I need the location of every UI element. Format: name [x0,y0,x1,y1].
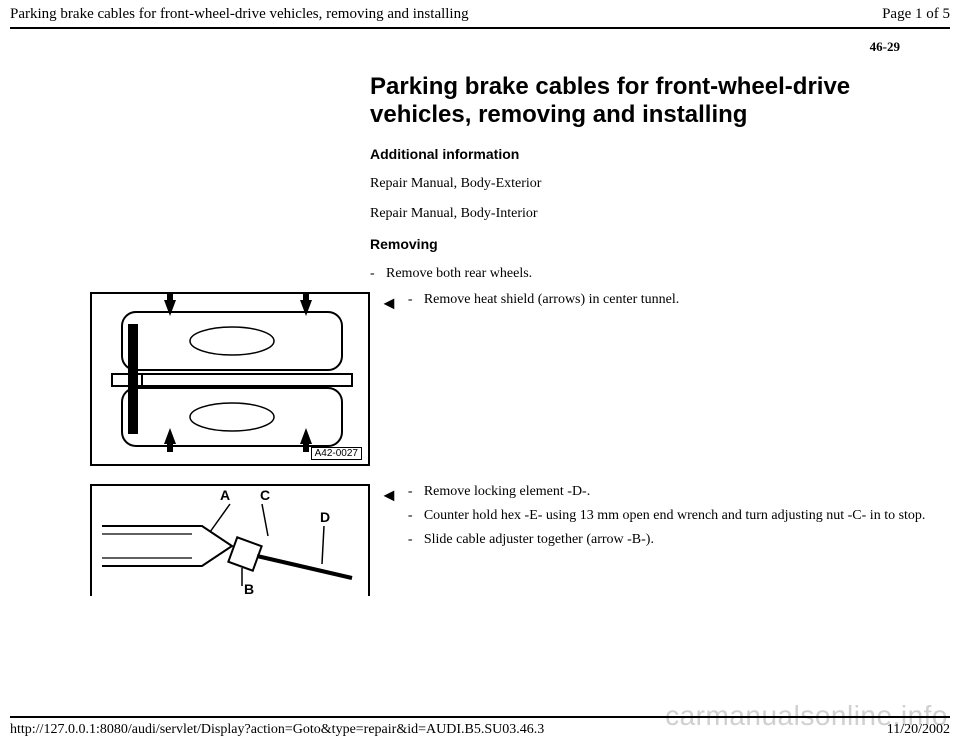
list-dash: - [370,266,386,282]
list-dash: - [408,532,424,548]
section-number: 46-29 [20,39,940,55]
footer-date: 11/20/2002 [887,722,950,738]
pointer-icon: ◄ [380,486,398,504]
subhead-removing: Removing [370,236,870,252]
step-slide-cable-adjuster: - Slide cable adjuster together (arrow -… [408,532,940,548]
figure-cable-adjuster: A C D B [90,484,370,596]
svg-text:D: D [320,509,330,525]
step-text: Remove both rear wheels. [386,266,870,282]
step-remove-wheels: - Remove both rear wheels. [370,266,870,282]
step-remove-locking-element: - Remove locking element -D-. [408,484,940,500]
figure-heat-shield: A42-0027 [90,292,370,466]
svg-text:B: B [244,581,254,596]
svg-text:C: C [260,487,270,503]
list-dash: - [408,508,424,524]
footer-url: http://127.0.0.1:8080/audi/servlet/Displ… [10,722,544,738]
step-text: Slide cable adjuster together (arrow -B-… [424,532,940,548]
ref-body-exterior: Repair Manual, Body-Exterior [370,176,870,192]
page-title: Parking brake cables for front-wheel-dri… [370,73,870,128]
doc-title: Parking brake cables for front-wheel-dri… [10,6,469,23]
ref-body-interior: Repair Manual, Body-Interior [370,206,870,222]
figure-label: A42-0027 [311,447,362,460]
pointer-icon: ◄ [380,294,398,312]
step-counter-hold-hex: - Counter hold hex -E- using 13 mm open … [408,508,940,524]
page-body: 46-29 Parking brake cables for front-whe… [0,29,960,596]
list-dash: - [408,484,424,500]
step-text: Remove heat shield (arrows) in center tu… [424,292,940,308]
footer-bar: http://127.0.0.1:8080/audi/servlet/Displ… [10,722,950,738]
step-remove-heat-shield: - Remove heat shield (arrows) in center … [408,292,940,308]
header-bar: Parking brake cables for front-wheel-dri… [0,0,960,25]
step-text: Counter hold hex -E- using 13 mm open en… [424,508,940,524]
svg-text:A: A [220,487,230,503]
step-text: Remove locking element -D-. [424,484,940,500]
page-indicator: Page 1 of 5 [882,6,950,23]
list-dash: - [408,292,424,308]
subhead-additional: Additional information [370,146,870,162]
figure-block-1: A42-0027 ◄ - Remove heat shield (arrows)… [90,292,940,466]
figure-block-2: A C D B ◄ - Remove locking element -D-. … [90,484,940,596]
